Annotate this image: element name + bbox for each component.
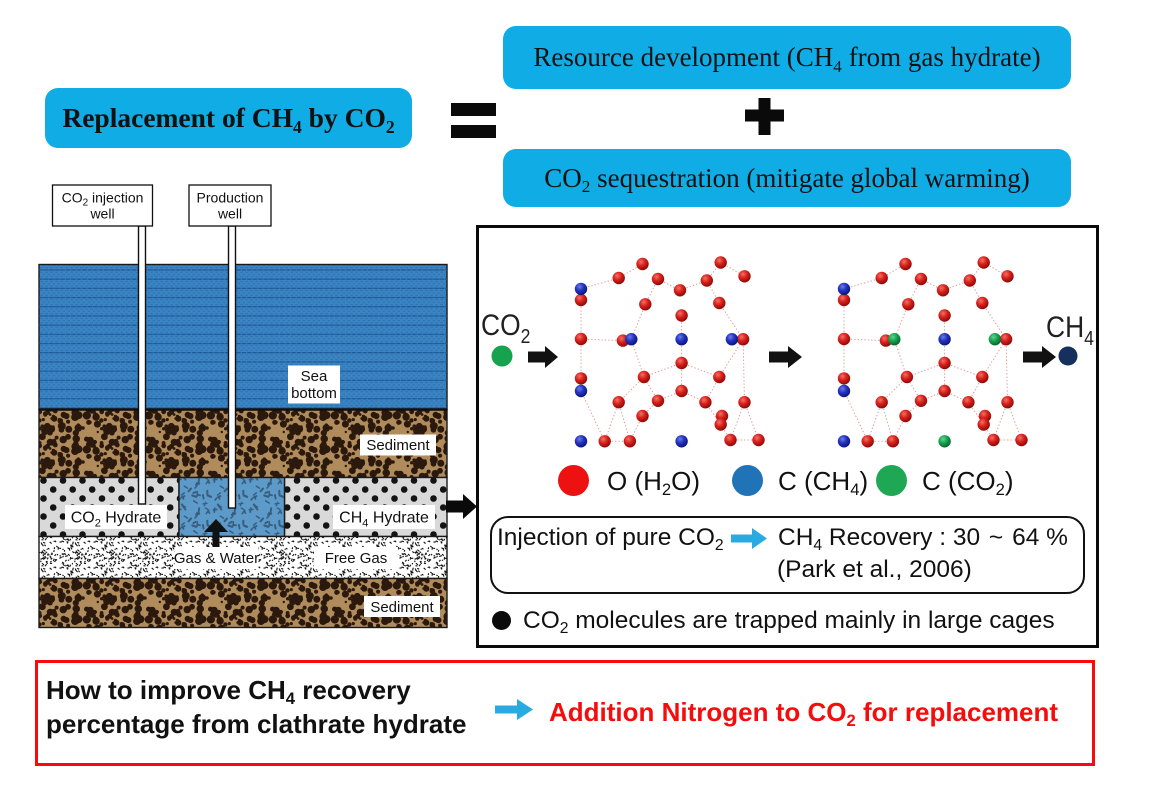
svg-text:well: well [217,205,242,221]
svg-text:CO2 Hydrate: CO2 Hydrate [71,510,162,530]
svg-text:Production: Production [197,189,264,205]
svg-text:CH4 Hydrate: CH4 Hydrate [339,510,429,530]
svg-text:Sediment: Sediment [366,437,430,454]
svg-text:well: well [89,205,114,221]
svg-text:Sea: Sea [301,368,328,385]
svg-text:Sediment: Sediment [370,599,434,616]
svg-text:CO2 injection: CO2 injection [62,189,144,208]
svg-text:bottom: bottom [291,385,337,402]
svg-text:Free Gas: Free Gas [325,550,388,567]
svg-text:Gas & Water: Gas & Water [174,550,259,567]
